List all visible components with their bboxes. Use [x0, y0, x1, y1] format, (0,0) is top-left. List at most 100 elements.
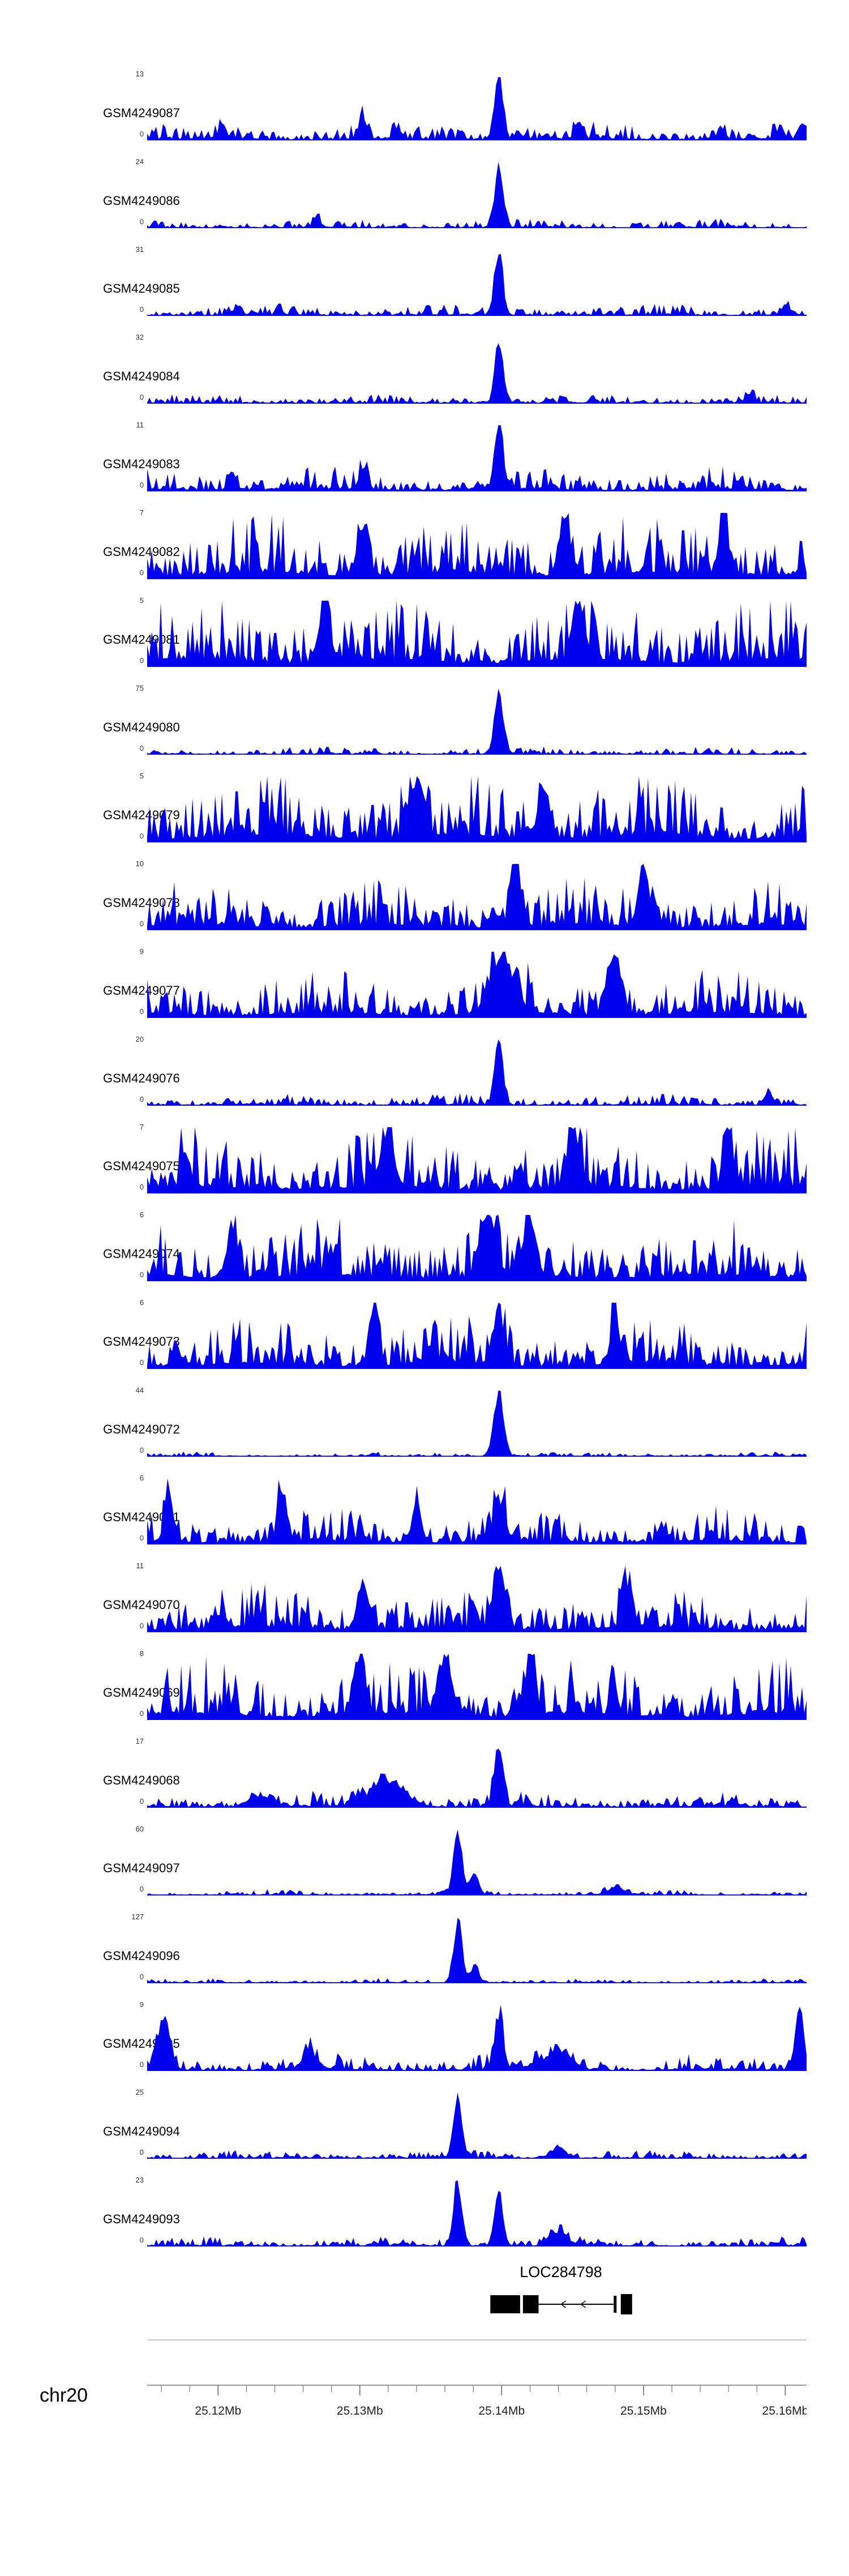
coverage-plot: [147, 776, 807, 842]
track-label: GSM4249075: [103, 1159, 180, 1173]
track-ymax-value: 60: [135, 1825, 144, 1833]
coverage-plot: [147, 1215, 807, 1281]
coverage-plot: [147, 601, 807, 667]
coverage-plot: [147, 1917, 807, 1983]
axis-tick-label: 25.15Mb: [620, 2404, 667, 2417]
track-row: GSM4249080 75 0: [0, 667, 849, 755]
coverage-area: [147, 601, 807, 667]
track-row: GSM4249081 5 0: [0, 579, 849, 667]
coverage-area: [147, 1127, 807, 1193]
track-row: GSM4249076 20 0: [0, 1018, 849, 1106]
track-row: GSM4249069 8 0: [0, 1632, 849, 1720]
coverage-plot: [147, 2180, 807, 2246]
track-ymin-value: 0: [139, 393, 144, 401]
track-ymax-value: 20: [135, 1035, 144, 1043]
track-ymax-value: 7: [139, 1123, 144, 1131]
coverage-plot: [147, 337, 807, 404]
coverage-area: [147, 253, 807, 316]
strand-arrow-icon: [580, 2300, 586, 2308]
chromosome-label: chr20: [40, 2385, 88, 2406]
track-row: GSM4249094 25 0: [0, 2071, 849, 2159]
track-row: GSM4249077 9 0: [0, 930, 849, 1018]
coverage-plot: [147, 513, 807, 579]
coverage-plot: [147, 2005, 807, 2071]
track-ymin-value: 0: [139, 1972, 144, 1981]
coverage-area: [147, 1039, 807, 1106]
track-ymin-value: 0: [139, 832, 144, 840]
track-row: GSM4249070 11 0: [0, 1544, 849, 1632]
coverage-area: [147, 2005, 807, 2071]
coverage-plot: [147, 1566, 807, 1632]
track-ymax-value: 13: [135, 70, 144, 78]
track-label: GSM4249084: [103, 369, 180, 383]
coverage-area: [147, 425, 807, 491]
track-ymax-value: 25: [135, 2088, 144, 2096]
track-ymin-value: 0: [139, 2060, 144, 2069]
coverage-area: [147, 513, 807, 579]
coverage-plot: [147, 162, 807, 228]
track-row: GSM4249071 6 0: [0, 1457, 849, 1544]
track-row: GSM4249083 11 0: [0, 404, 849, 491]
track-row: GSM4249078 10 0: [0, 842, 849, 930]
coverage-plot: [147, 1127, 807, 1193]
coverage-area: [147, 1303, 807, 1369]
track-ymax-value: 5: [139, 772, 144, 780]
track-ymax-value: 8: [139, 1649, 144, 1658]
coverage-plot: [147, 864, 807, 930]
coverage-area: [147, 1566, 807, 1632]
coverage-area: [147, 776, 807, 842]
track-ymax-value: 127: [131, 1912, 144, 1921]
track-row: GSM4249074 6 0: [0, 1193, 849, 1281]
coverage-plot: [147, 1303, 807, 1369]
track-ymax-value: 9: [139, 2000, 144, 2009]
track-row: GSM4249072 44 0: [0, 1369, 849, 1457]
coverage-area: [147, 2093, 807, 2159]
track-row: GSM4249073 6 0: [0, 1281, 849, 1369]
gene-model: [490, 2294, 632, 2314]
coverage-area: [147, 864, 807, 930]
coverage-area: [147, 1215, 807, 1281]
track-label: GSM4249086: [103, 194, 180, 208]
exon-box: [490, 2295, 520, 2313]
coverage-area: [147, 1478, 807, 1544]
track-label: GSM4249070: [103, 1598, 180, 1612]
track-row: GSM4249087 13 0: [0, 53, 849, 140]
track-row: GSM4249082 7 0: [0, 491, 849, 579]
track-ymax-value: 9: [139, 947, 144, 956]
track-ymax-value: 32: [135, 333, 144, 341]
coverage-plot: [147, 952, 807, 1018]
coverage-plot: [147, 74, 807, 140]
coverage-area: [147, 76, 807, 140]
track-ymin-value: 0: [139, 1358, 144, 1367]
exon-box: [522, 2295, 539, 2313]
track-label: GSM4249094: [103, 2124, 180, 2138]
coverage-area: [147, 952, 807, 1018]
exon-box: [614, 2296, 617, 2313]
coverage-plot: [147, 250, 807, 316]
track-label: GSM4249083: [103, 457, 180, 471]
coverage-area: [147, 688, 807, 755]
track-ymax-value: 6: [139, 1210, 144, 1219]
track-label: GSM4249087: [103, 106, 180, 120]
track-ymax-value: 44: [135, 1386, 144, 1394]
track-ymax-value: 24: [135, 157, 144, 166]
track-ymin-value: 0: [139, 1885, 144, 1893]
track-ymin-value: 0: [139, 130, 144, 138]
track-ymin-value: 0: [139, 1709, 144, 1718]
coverage-area: [147, 343, 807, 404]
exon-box: [620, 2294, 632, 2314]
track-ymin-value: 0: [139, 1797, 144, 1805]
track-label: GSM4249093: [103, 2212, 180, 2226]
track-ymin-value: 0: [139, 919, 144, 928]
track-ymax-value: 11: [136, 421, 144, 429]
track-row: GSM4249068 17 0: [0, 1720, 849, 1808]
coverage-area: [147, 1654, 807, 1720]
track-label: GSM4249081: [103, 632, 180, 647]
track-label: GSM4249082: [103, 545, 180, 559]
track-row: GSM4249093 23 0: [0, 2159, 849, 2246]
track-ymax-value: 7: [139, 508, 144, 517]
coverage-plot: [147, 1741, 807, 1808]
track-row: GSM4249095 9 0: [0, 1983, 849, 2071]
track-label: GSM4249097: [103, 1861, 180, 1875]
track-ymax-value: 17: [135, 1737, 144, 1745]
